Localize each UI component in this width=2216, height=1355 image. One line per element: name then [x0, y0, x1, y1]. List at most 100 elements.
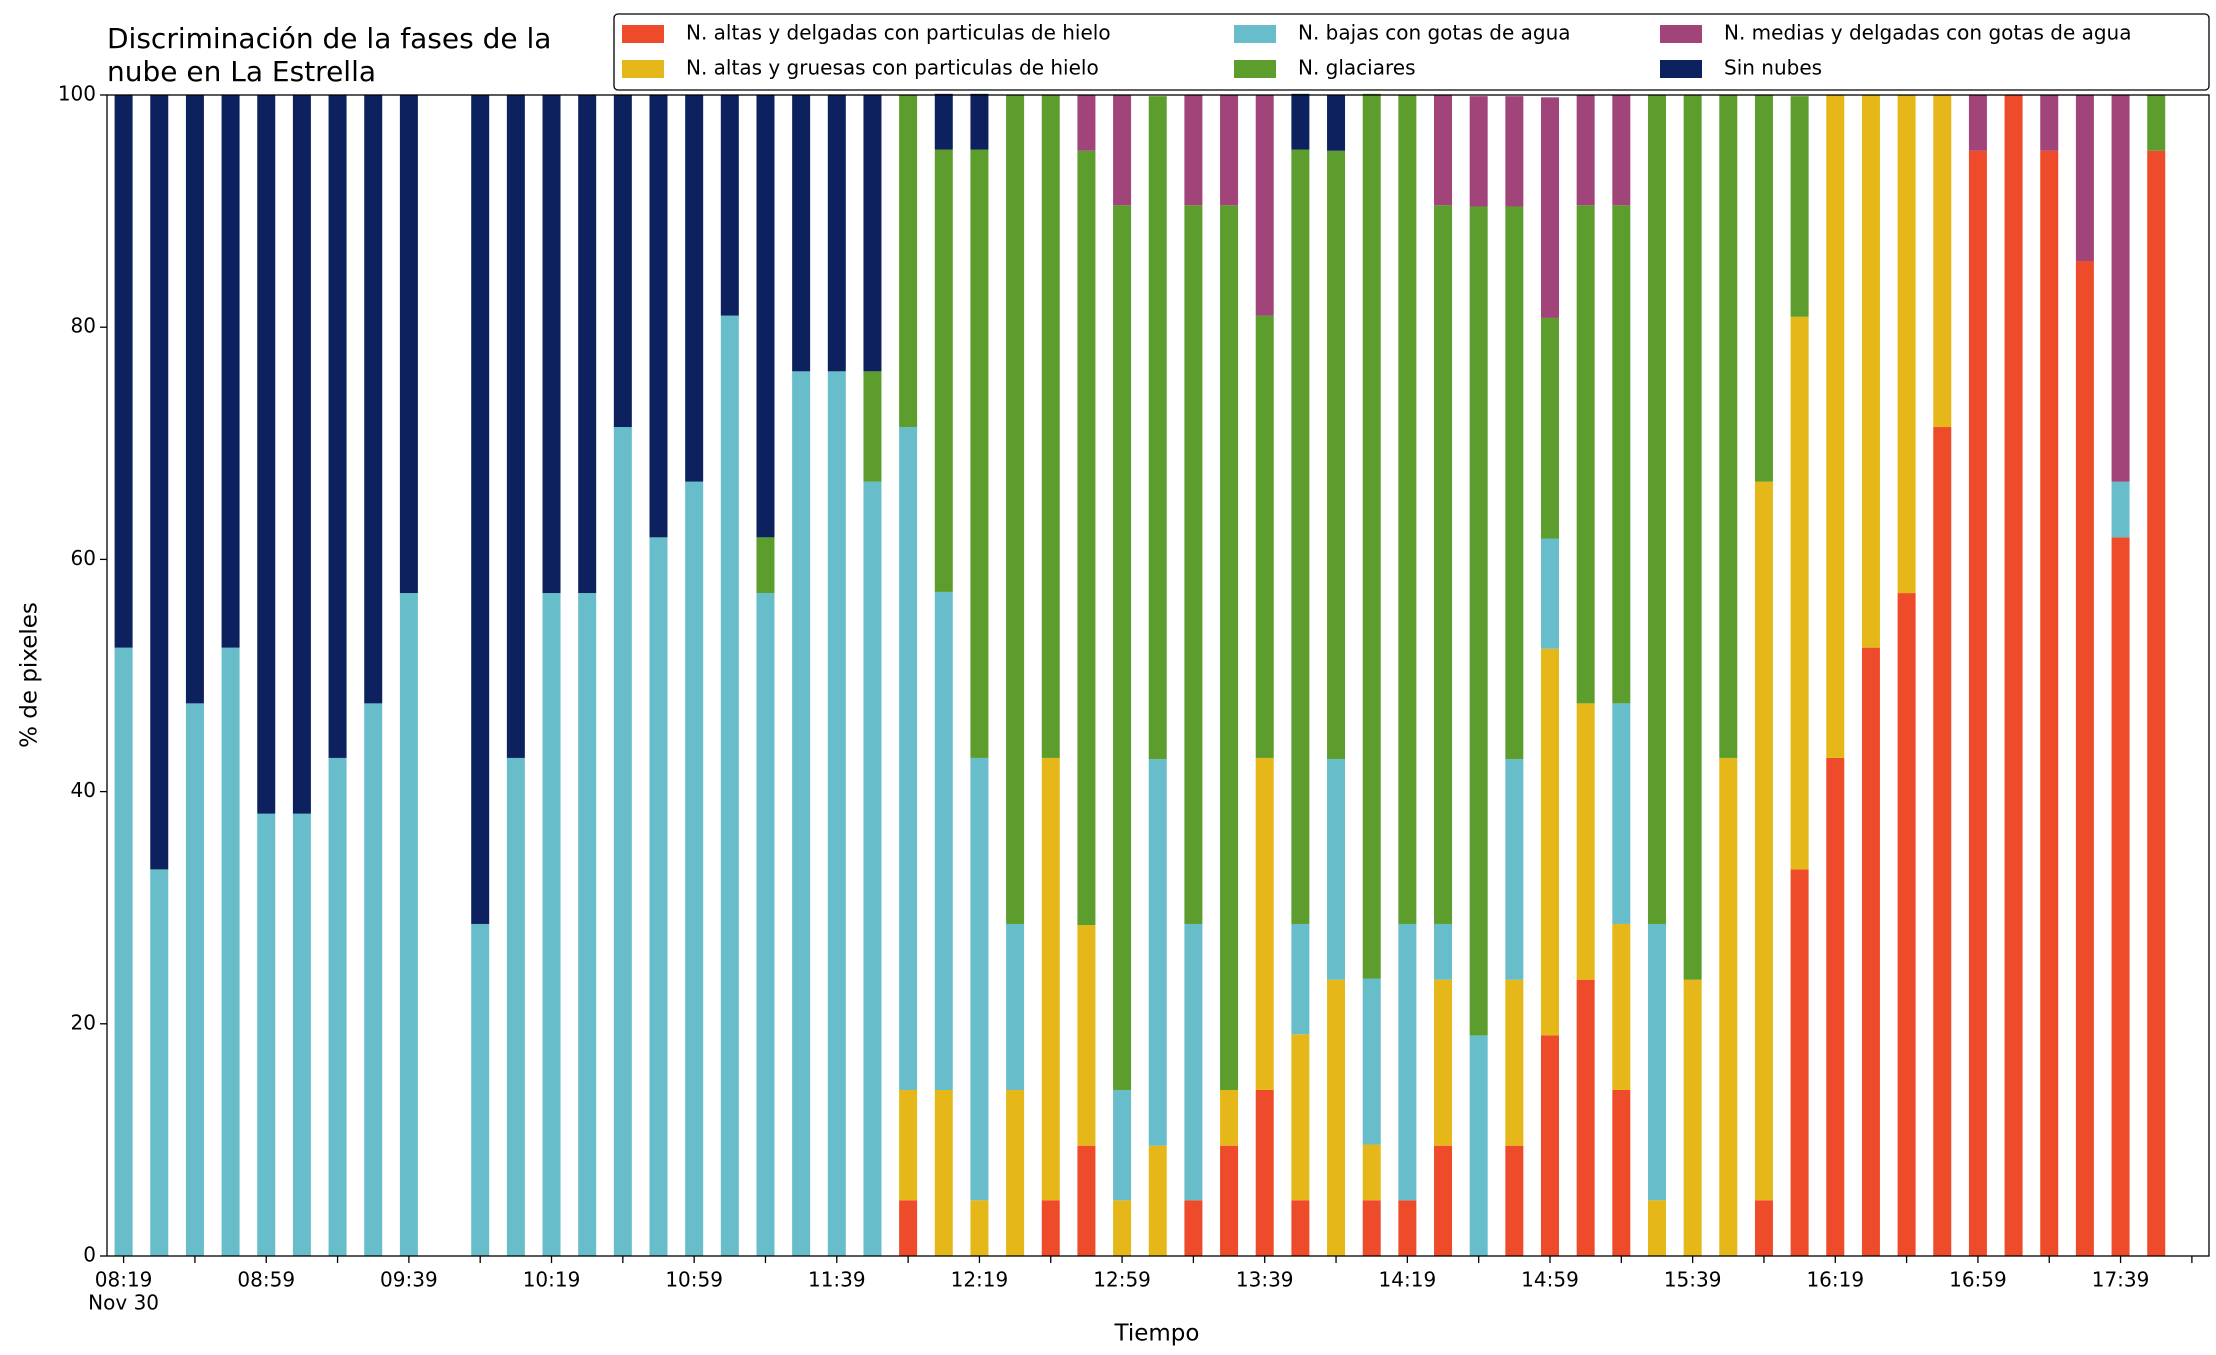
bar-segment	[1220, 205, 1239, 1090]
bar-segment	[685, 481, 704, 1256]
bar-segment	[1362, 93, 1381, 979]
bar-segment	[257, 95, 276, 814]
bar-segment	[934, 149, 953, 592]
bar-segment	[1968, 150, 1987, 1256]
bar-segment	[1683, 979, 1702, 1256]
bar-segment	[756, 593, 775, 1256]
bar-segment	[150, 869, 169, 1256]
bar-segment	[1327, 979, 1346, 1256]
x-tick-label: 14:19	[1379, 1268, 1437, 1292]
bar-segment	[1113, 95, 1132, 206]
bar-segment	[1398, 1200, 1417, 1256]
x-tick-label: 10:19	[523, 1268, 581, 1292]
bar-segment	[934, 591, 953, 1090]
bar-segment	[328, 757, 347, 1256]
bar-segment	[1434, 923, 1453, 980]
bar-segment	[970, 149, 989, 758]
bar-segment	[1576, 979, 1595, 1256]
bar-segment	[1754, 1200, 1773, 1256]
bar-segment	[1897, 593, 1916, 1256]
bar-segment	[756, 95, 775, 538]
bar-segment	[1255, 95, 1274, 316]
legend-swatch	[1660, 25, 1702, 43]
legend-swatch	[622, 60, 664, 78]
bar-segment	[1184, 95, 1203, 206]
bar-segment	[471, 95, 490, 924]
x-tick-label: 14:59	[1521, 1268, 1579, 1292]
bar-segment	[792, 95, 811, 372]
y-tick-label: 0	[83, 1243, 96, 1267]
bar-segment	[1041, 757, 1060, 1201]
bar-segment	[1790, 869, 1809, 1256]
bar-segment	[1077, 925, 1096, 1146]
bar-segment	[257, 813, 276, 1256]
bar-segment	[1006, 923, 1025, 1090]
bar-segment	[1505, 979, 1524, 1146]
bar-segment	[1148, 759, 1167, 1146]
bar-segment	[221, 95, 240, 648]
bar-segment	[1255, 757, 1274, 1090]
bar-segment	[2147, 95, 2166, 151]
bar-segment	[292, 95, 311, 814]
bar-segment	[1148, 96, 1167, 760]
bar-segment	[863, 481, 882, 1256]
legend-swatch	[1660, 60, 1702, 78]
x-tick-label: 13:39	[1236, 1268, 1294, 1292]
bar-segment	[399, 593, 418, 1256]
bar-segment	[364, 703, 383, 1256]
bar-segment	[1541, 538, 1559, 649]
bar-segment	[1006, 1089, 1025, 1256]
bar-segment	[2111, 481, 2130, 538]
legend-label: N. glaciares	[1298, 56, 1416, 80]
bar-segment	[970, 1200, 989, 1256]
bar-segment	[1184, 205, 1203, 924]
bar-segment	[1861, 95, 1880, 648]
bar-segment	[1077, 95, 1096, 151]
bar-segment	[2040, 150, 2059, 1256]
bar-segment	[2147, 150, 2166, 1256]
y-tick-label: 40	[71, 778, 96, 802]
bar-segment	[292, 813, 311, 1256]
x-tick-label: 16:19	[1806, 1268, 1864, 1292]
bar-segment	[1612, 95, 1631, 206]
chart-title: Discriminación de la fases de la	[107, 22, 551, 55]
bar-segment	[1006, 95, 1025, 924]
bar-segment	[827, 371, 846, 1256]
bar-segment	[1255, 315, 1274, 758]
bar-segment	[970, 757, 989, 1201]
bar-segment	[1398, 923, 1417, 1201]
x-tick-label: 17:39	[2092, 1268, 2150, 1292]
y-tick-label: 20	[71, 1010, 96, 1034]
bar-segment	[2004, 95, 2023, 1256]
legend-label: N. bajas con gotas de agua	[1298, 21, 1571, 45]
legend-label: N. altas y delgadas con particulas de hi…	[686, 21, 1111, 45]
bar-segment	[114, 647, 133, 1256]
bar-segment	[1897, 95, 1916, 594]
bar-segment	[1754, 481, 1773, 1201]
legend-label: N. altas y gruesas con particulas de hie…	[686, 56, 1099, 80]
bar-segment	[1291, 149, 1310, 924]
bar-segment	[685, 95, 704, 482]
bar-segment	[1469, 96, 1488, 207]
bar-segment	[1327, 759, 1346, 980]
legend-label: N. medias y delgadas con gotas de agua	[1724, 21, 2132, 45]
bar-segment	[827, 95, 846, 372]
bar-segment	[1434, 979, 1453, 1146]
bar-segment	[2075, 261, 2094, 1256]
bar-segment	[1576, 703, 1595, 980]
bar-segment	[1647, 1200, 1666, 1256]
bar-segment	[1612, 205, 1631, 704]
bar-segment	[899, 427, 918, 1090]
bar-segment	[720, 315, 739, 1257]
bar-segment	[114, 95, 133, 648]
x-tick-label: 08:59	[237, 1268, 295, 1292]
bar-segment	[1255, 1089, 1274, 1256]
bar-segment	[1041, 1200, 1060, 1256]
bar-segment	[185, 95, 204, 704]
bar-segment	[2075, 95, 2094, 262]
bar-segment	[1148, 1145, 1167, 1256]
bar-segment	[1612, 703, 1631, 924]
bar-segment	[1612, 1089, 1631, 1256]
bar-segment	[1434, 95, 1453, 206]
